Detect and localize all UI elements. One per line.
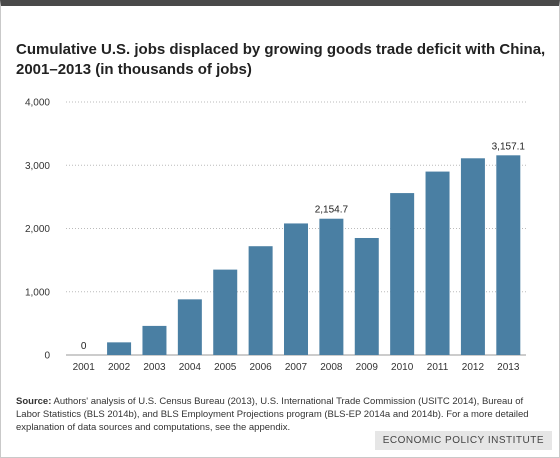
bar-2005 (213, 269, 238, 355)
x-tick-label: 2007 (285, 362, 308, 373)
x-tick-label: 2013 (497, 362, 520, 373)
bar-2006 (248, 246, 273, 355)
chart-title: Cumulative U.S. jobs displaced by growin… (16, 41, 546, 78)
y-tick-label: 3,000 (25, 161, 50, 172)
x-tick-label: 2006 (249, 362, 272, 373)
source-label: Source: (16, 396, 52, 407)
data-labels: 0 2,154.7 3,157.1 (81, 141, 526, 352)
x-tick-label: 2008 (320, 362, 343, 373)
bar-2009 (354, 237, 379, 355)
y-tick-label: 1,000 (25, 287, 50, 298)
y-axis-ticks: 0 1,000 2,000 3,000 4,000 (25, 98, 50, 362)
data-label-2013: 3,157.1 (492, 141, 526, 152)
bars (107, 155, 521, 355)
y-tick-label: 0 (44, 351, 50, 362)
organization-badge: ECONOMIC POLICY INSTITUTE (374, 431, 552, 450)
x-tick-label: 2012 (462, 362, 485, 373)
bar-2003 (142, 325, 167, 355)
x-tick-label: 2003 (143, 362, 166, 373)
bar-2002 (107, 342, 132, 355)
data-label-2008: 2,154.7 (315, 205, 349, 216)
bar-2012 (460, 158, 485, 355)
y-tick-label: 4,000 (25, 98, 50, 109)
x-tick-label: 2010 (391, 362, 414, 373)
x-tick-label: 2005 (214, 362, 237, 373)
source-text: Authors' analysis of U.S. Census Bureau … (16, 396, 529, 433)
bar-2004 (177, 299, 202, 355)
x-tick-label: 2009 (356, 362, 379, 373)
bar-2008 (319, 218, 344, 355)
x-axis-ticks: 2001 2002 2003 2004 2005 2006 2007 2008 2009 2010… (73, 362, 520, 373)
y-tick-label: 2,000 (25, 224, 50, 235)
source-note: Source: Authors' analysis of U.S. Census… (16, 395, 546, 434)
data-label-2001: 0 (81, 341, 87, 352)
bar-2013 (496, 155, 521, 355)
x-tick-label: 2011 (427, 362, 449, 373)
bar-2007 (284, 223, 308, 355)
bar-2010 (390, 193, 415, 355)
bar-2011 (425, 171, 450, 355)
x-tick-label: 2002 (108, 362, 131, 373)
x-tick-label: 2004 (179, 362, 202, 373)
x-tick-label: 2001 (73, 362, 96, 373)
